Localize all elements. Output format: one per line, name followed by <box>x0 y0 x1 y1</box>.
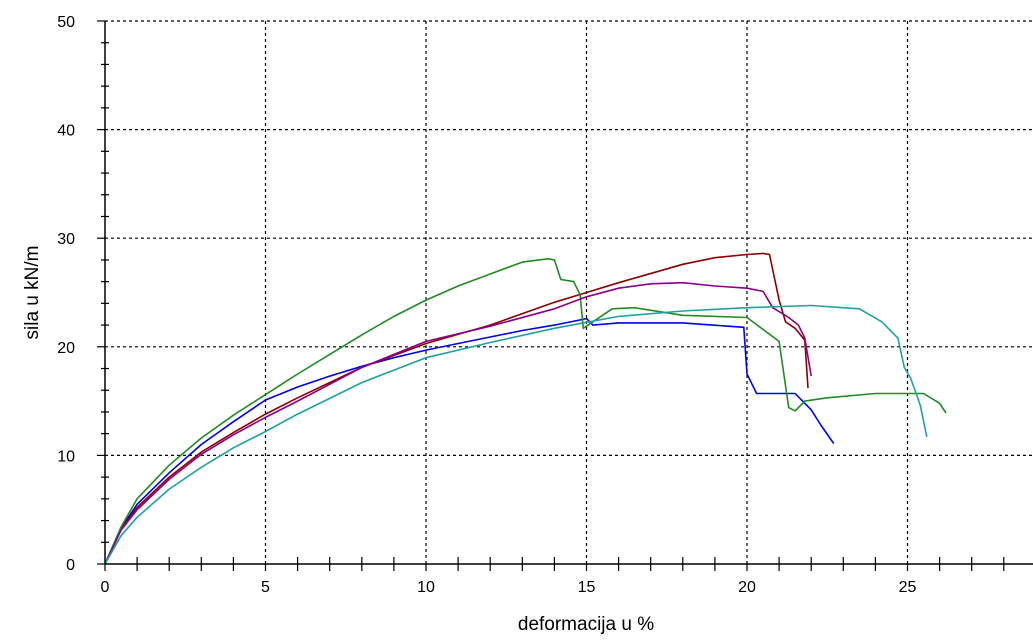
y-tick-label: 50 <box>57 14 75 31</box>
x-tick-label: 15 <box>578 579 596 596</box>
y-tick-label: 30 <box>57 231 75 248</box>
tick-labels: 0 5 10 15 20 25 0 10 20 30 40 50 <box>57 14 916 596</box>
series-line-5 <box>104 304 928 565</box>
minor-ticks <box>97 20 1005 571</box>
y-tick-label: 20 <box>57 340 75 357</box>
x-tick-label: 5 <box>261 579 270 596</box>
x-axis-title: deformacija u % <box>518 614 654 635</box>
series-line-2 <box>104 252 809 565</box>
grid-lines <box>105 20 1033 564</box>
y-axis-title: sila u kN/m <box>22 246 43 340</box>
axes <box>104 21 1033 565</box>
x-tick-label: 0 <box>101 579 110 596</box>
x-tick-label: 25 <box>899 579 917 596</box>
y-tick-label: 10 <box>57 448 75 465</box>
series-line-4 <box>104 281 812 565</box>
x-tick-label: 20 <box>738 579 756 596</box>
series-line-3 <box>104 257 947 565</box>
x-tick-label: 10 <box>417 579 435 596</box>
y-tick-label: 0 <box>66 557 75 574</box>
y-tick-label: 40 <box>57 123 75 140</box>
series-line-1 <box>104 317 835 565</box>
series-lines <box>104 252 947 565</box>
